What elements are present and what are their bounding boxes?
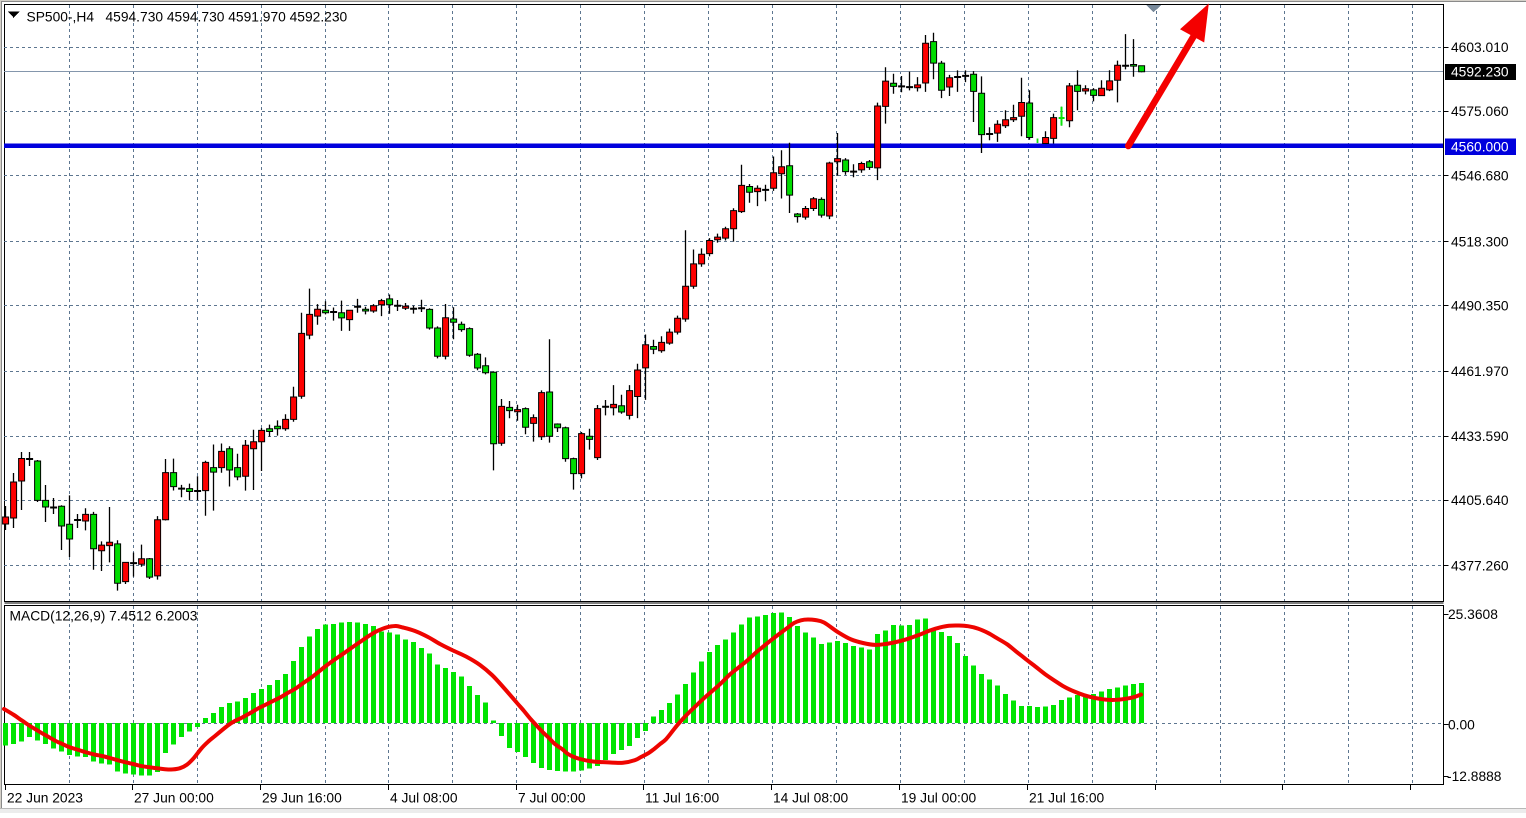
- svg-text:4 Jul 08:00: 4 Jul 08:00: [390, 791, 458, 806]
- svg-text:MACD(12,26,9) 7.4512 6.2003: MACD(12,26,9) 7.4512 6.2003: [10, 609, 198, 624]
- svg-text:SP500-,H4 4594.730 4594.730: SP500-,H4 4594.730 4594.730 4591.970 459…: [27, 10, 348, 25]
- svg-text:-12.8888: -12.8888: [1447, 769, 1502, 784]
- svg-text:21 Jul 16:00: 21 Jul 16:00: [1029, 791, 1105, 806]
- svg-text:4490.350: 4490.350: [1451, 299, 1509, 314]
- svg-text:7 Jul 00:00: 7 Jul 00:00: [518, 791, 586, 806]
- svg-text:27 Jun 00:00: 27 Jun 00:00: [134, 791, 214, 806]
- svg-text:14 Jul 08:00: 14 Jul 08:00: [773, 791, 849, 806]
- svg-text:19 Jul 00:00: 19 Jul 00:00: [901, 791, 977, 806]
- svg-text:11 Jul 16:00: 11 Jul 16:00: [645, 791, 719, 806]
- svg-text:4546.680: 4546.680: [1451, 168, 1509, 183]
- svg-text:4575.060: 4575.060: [1451, 104, 1509, 119]
- svg-text:4461.970: 4461.970: [1451, 364, 1509, 379]
- svg-text:4377.260: 4377.260: [1451, 558, 1509, 573]
- svg-text:4405.640: 4405.640: [1451, 493, 1509, 508]
- svg-text:0.00: 0.00: [1448, 717, 1475, 732]
- svg-text:4560.000: 4560.000: [1451, 139, 1509, 154]
- svg-text:4518.300: 4518.300: [1451, 235, 1509, 250]
- svg-text:25.3608: 25.3608: [1448, 607, 1498, 622]
- svg-text:4433.590: 4433.590: [1451, 429, 1509, 444]
- svg-text:29 Jun 16:00: 29 Jun 16:00: [262, 791, 342, 806]
- svg-text:4592.230: 4592.230: [1451, 65, 1509, 80]
- svg-text:22 Jun 2023: 22 Jun 2023: [7, 791, 83, 806]
- svg-text:4603.010: 4603.010: [1451, 40, 1509, 55]
